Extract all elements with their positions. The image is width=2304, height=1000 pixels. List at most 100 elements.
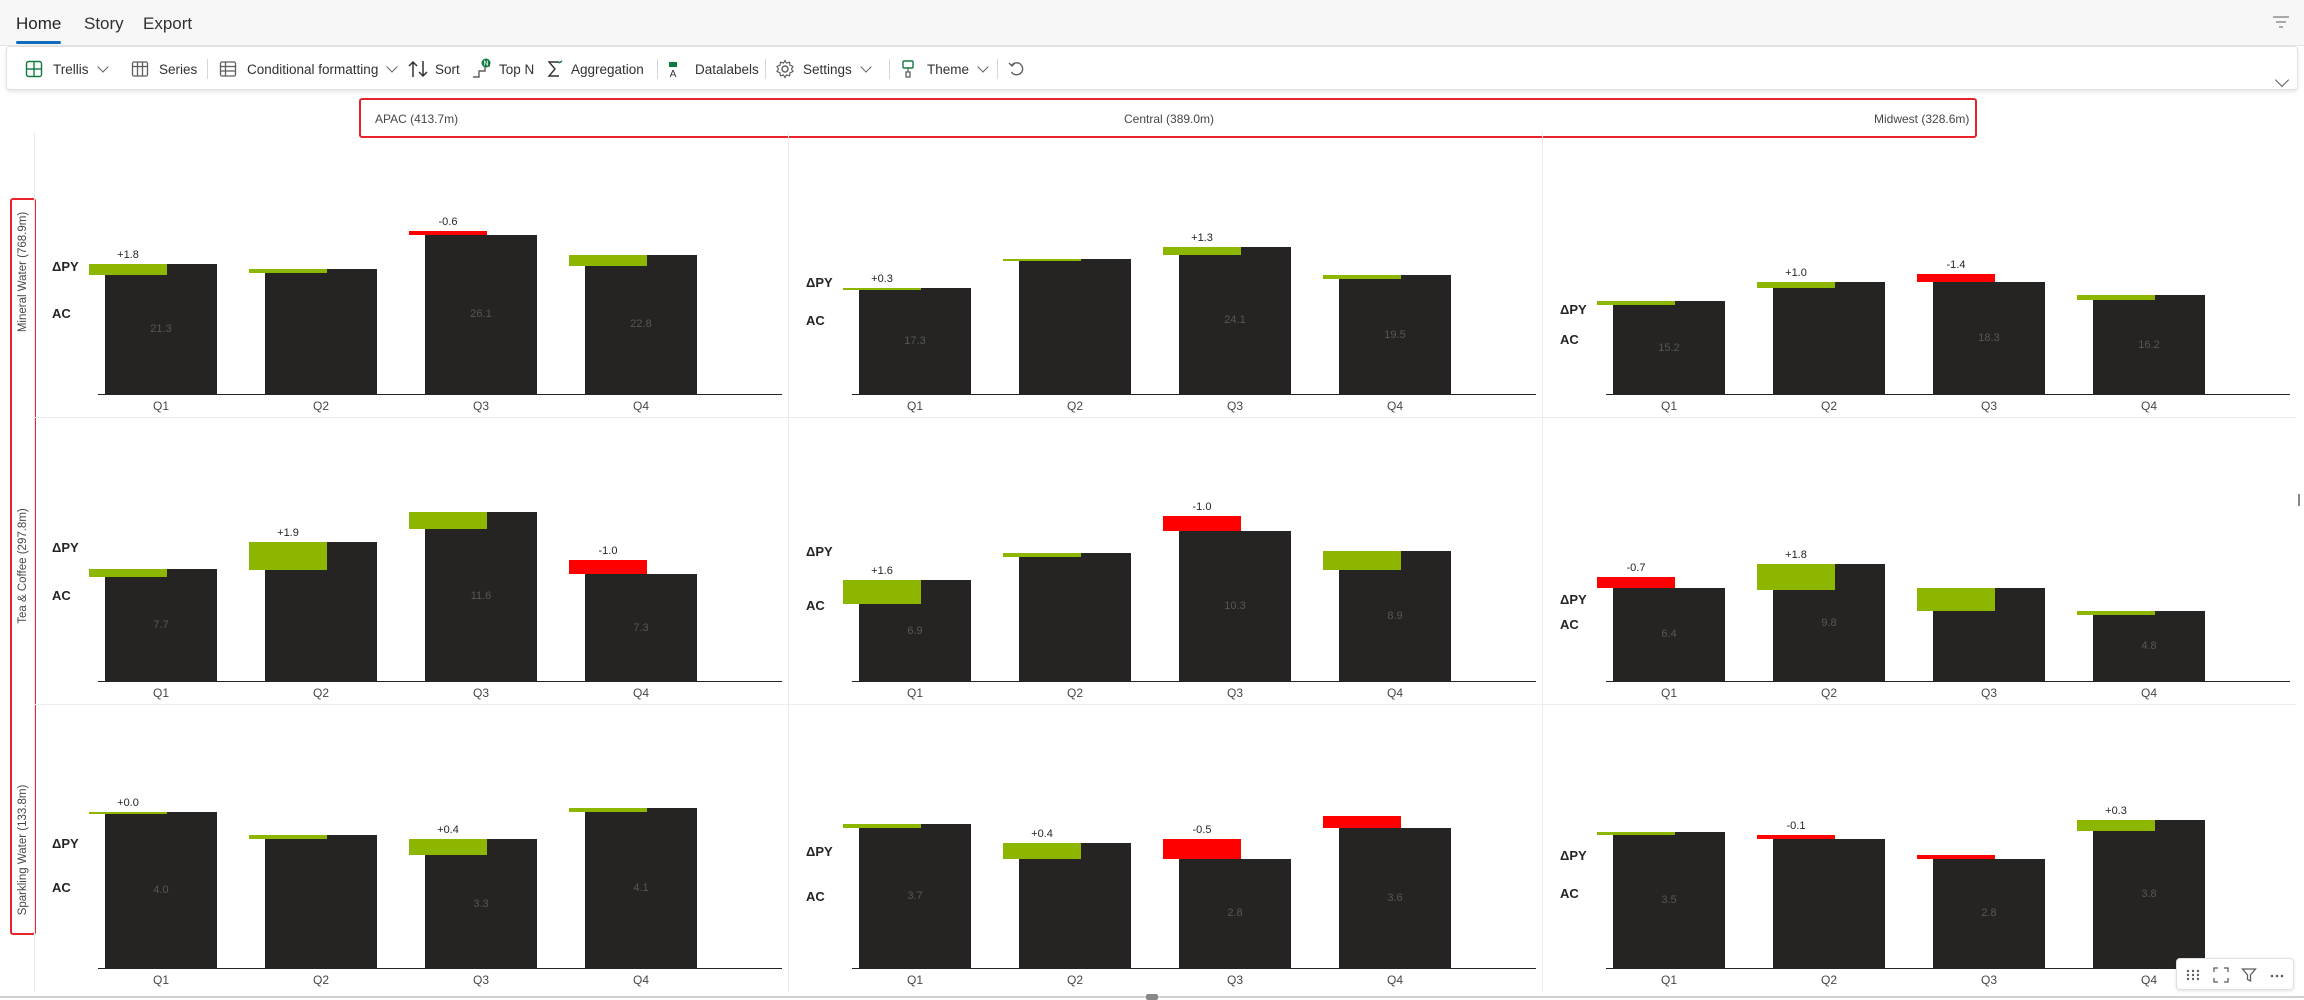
actual-value-label: 11.6 — [470, 590, 492, 603]
delta-positive-bar[interactable] — [2077, 819, 2155, 832]
chevron-down-icon — [386, 61, 398, 73]
delta-positive-bar[interactable] — [1003, 843, 1081, 859]
resize-handle[interactable] — [2298, 494, 2304, 506]
reset-button[interactable] — [1007, 56, 1027, 82]
delta-negative-bar[interactable] — [1917, 854, 1995, 859]
trellis-column-header[interactable]: APAC (413.7m) Central (389.0m) Midwest (… — [359, 98, 1977, 138]
settings-button[interactable]: Settings — [775, 56, 872, 82]
delta-positive-bar[interactable] — [1917, 587, 1995, 611]
delta-negative-bar[interactable] — [1163, 516, 1241, 531]
delta-negative-bar[interactable] — [1757, 835, 1835, 840]
actual-bar[interactable] — [585, 574, 697, 681]
tab-export[interactable]: Export — [143, 14, 193, 33]
category-tick-label: Q3 — [1226, 973, 1243, 987]
tab-story[interactable]: Story — [84, 14, 124, 33]
actual-bar[interactable] — [1339, 275, 1451, 394]
delta-positive-bar[interactable] — [1757, 281, 1835, 288]
actual-bar[interactable] — [1613, 831, 1725, 968]
filter-lines-icon[interactable] — [2272, 14, 2290, 30]
actual-bar[interactable] — [1019, 258, 1131, 394]
column-header-central: Central (389.0m) — [1124, 112, 1215, 126]
actual-bar[interactable] — [1179, 530, 1291, 681]
delta-positive-bar[interactable] — [249, 542, 327, 571]
delta-positive-bar[interactable] — [2077, 610, 2155, 616]
delta-positive-bar[interactable] — [843, 580, 921, 604]
actual-bar[interactable] — [2093, 610, 2205, 681]
delta-positive-bar[interactable] — [1323, 551, 1401, 571]
delta-positive-bar[interactable] — [89, 264, 167, 276]
actual-bar[interactable] — [2093, 295, 2205, 394]
actual-bar[interactable] — [425, 234, 537, 394]
delta-positive-bar[interactable] — [843, 823, 921, 828]
delta-negative-bar[interactable] — [1597, 577, 1675, 588]
delta-positive-bar[interactable] — [1757, 564, 1835, 591]
aggregation-button[interactable]: Aggregation — [545, 56, 644, 82]
actual-bar[interactable] — [1613, 301, 1725, 394]
actual-bar[interactable] — [1773, 281, 1885, 394]
actual-bar[interactable] — [265, 268, 377, 394]
sort-button[interactable]: Sort — [407, 56, 460, 82]
actual-bar[interactable] — [1019, 552, 1131, 681]
actual-bar[interactable] — [859, 288, 971, 394]
actual-bar[interactable] — [1773, 839, 1885, 968]
delta-positive-bar[interactable] — [569, 808, 647, 812]
scrollbar-thumb[interactable] — [1146, 994, 1158, 1000]
actual-bar[interactable] — [859, 823, 971, 968]
actual-bar[interactable] — [1933, 282, 2045, 394]
delta-positive-bar[interactable] — [569, 254, 647, 266]
delta-positive-bar[interactable] — [1003, 552, 1081, 557]
delta-negative-bar[interactable] — [409, 231, 487, 235]
actual-bar[interactable] — [1339, 551, 1451, 681]
actual-bar[interactable] — [1179, 246, 1291, 394]
actual-bar[interactable] — [425, 839, 537, 968]
delta-negative-bar[interactable] — [1917, 273, 1995, 283]
delta-positive-bar[interactable] — [249, 835, 327, 840]
trellis-row-header[interactable]: Mineral Water (768.9m) Tea & Coffee (297… — [10, 198, 36, 935]
sort-arrows-icon — [408, 60, 428, 78]
filter-icon[interactable] — [2241, 967, 2257, 983]
actual-bar[interactable] — [1933, 858, 2045, 968]
tab-home[interactable]: Home — [16, 14, 62, 44]
actual-bar[interactable] — [1339, 827, 1451, 968]
delta-positive-bar[interactable] — [1163, 246, 1241, 255]
actual-bar[interactable] — [585, 254, 697, 394]
trellis-button[interactable]: Trellis — [25, 56, 109, 82]
drag-handle-icon[interactable] — [2185, 967, 2201, 983]
actual-bar[interactable] — [425, 511, 537, 681]
datalabels-button[interactable]: A Datalabels — [667, 56, 759, 82]
actual-bar[interactable] — [1179, 858, 1291, 968]
actual-bar[interactable] — [1613, 587, 1725, 681]
conditional-formatting-button[interactable]: Conditional formatting — [219, 56, 398, 82]
delta-positive-bar[interactable] — [89, 812, 167, 814]
series-button[interactable]: Series — [131, 56, 197, 82]
theme-button[interactable]: Theme — [899, 56, 989, 82]
settings-label: Settings — [803, 61, 852, 77]
ribbon-toolbar: Trellis Series Conditional formatting — [6, 46, 2298, 90]
actual-bar[interactable] — [585, 808, 697, 968]
category-tick-label: Q3 — [472, 686, 489, 700]
delta-positive-bar[interactable] — [843, 288, 921, 291]
delta-positive-bar[interactable] — [1003, 258, 1081, 261]
delta-positive-bar[interactable] — [1597, 831, 1675, 836]
top-n-button[interactable]: N Top N — [471, 56, 534, 82]
delta-negative-bar[interactable] — [1323, 815, 1401, 828]
delta-positive-bar[interactable] — [1597, 301, 1675, 305]
actual-bar[interactable] — [105, 812, 217, 968]
small-multiple-panel: ΔPY AC 6.9 +1.6 Q1 Q2 10.3 -1.0 Q3 8.9 Q4 — [784, 419, 1536, 703]
delta-positive-bar[interactable] — [249, 268, 327, 273]
delta-negative-bar[interactable] — [569, 559, 647, 575]
delta-positive-bar[interactable] — [89, 568, 167, 578]
actual-bar[interactable] — [105, 264, 217, 394]
actual-bar[interactable] — [105, 568, 217, 681]
more-options-icon[interactable] — [2269, 967, 2285, 983]
focus-mode-icon[interactable] — [2213, 967, 2229, 983]
actual-bar[interactable] — [265, 835, 377, 968]
actual-bar[interactable] — [2093, 819, 2205, 968]
delta-positive-bar[interactable] — [1323, 275, 1401, 279]
delta-positive-bar[interactable] — [409, 839, 487, 855]
collapse-toolbar-chevron-icon[interactable] — [2274, 72, 2290, 88]
actual-bar[interactable] — [1019, 843, 1131, 968]
delta-positive-bar[interactable] — [409, 511, 487, 530]
delta-positive-bar[interactable] — [2077, 295, 2155, 301]
delta-negative-bar[interactable] — [1163, 839, 1241, 859]
